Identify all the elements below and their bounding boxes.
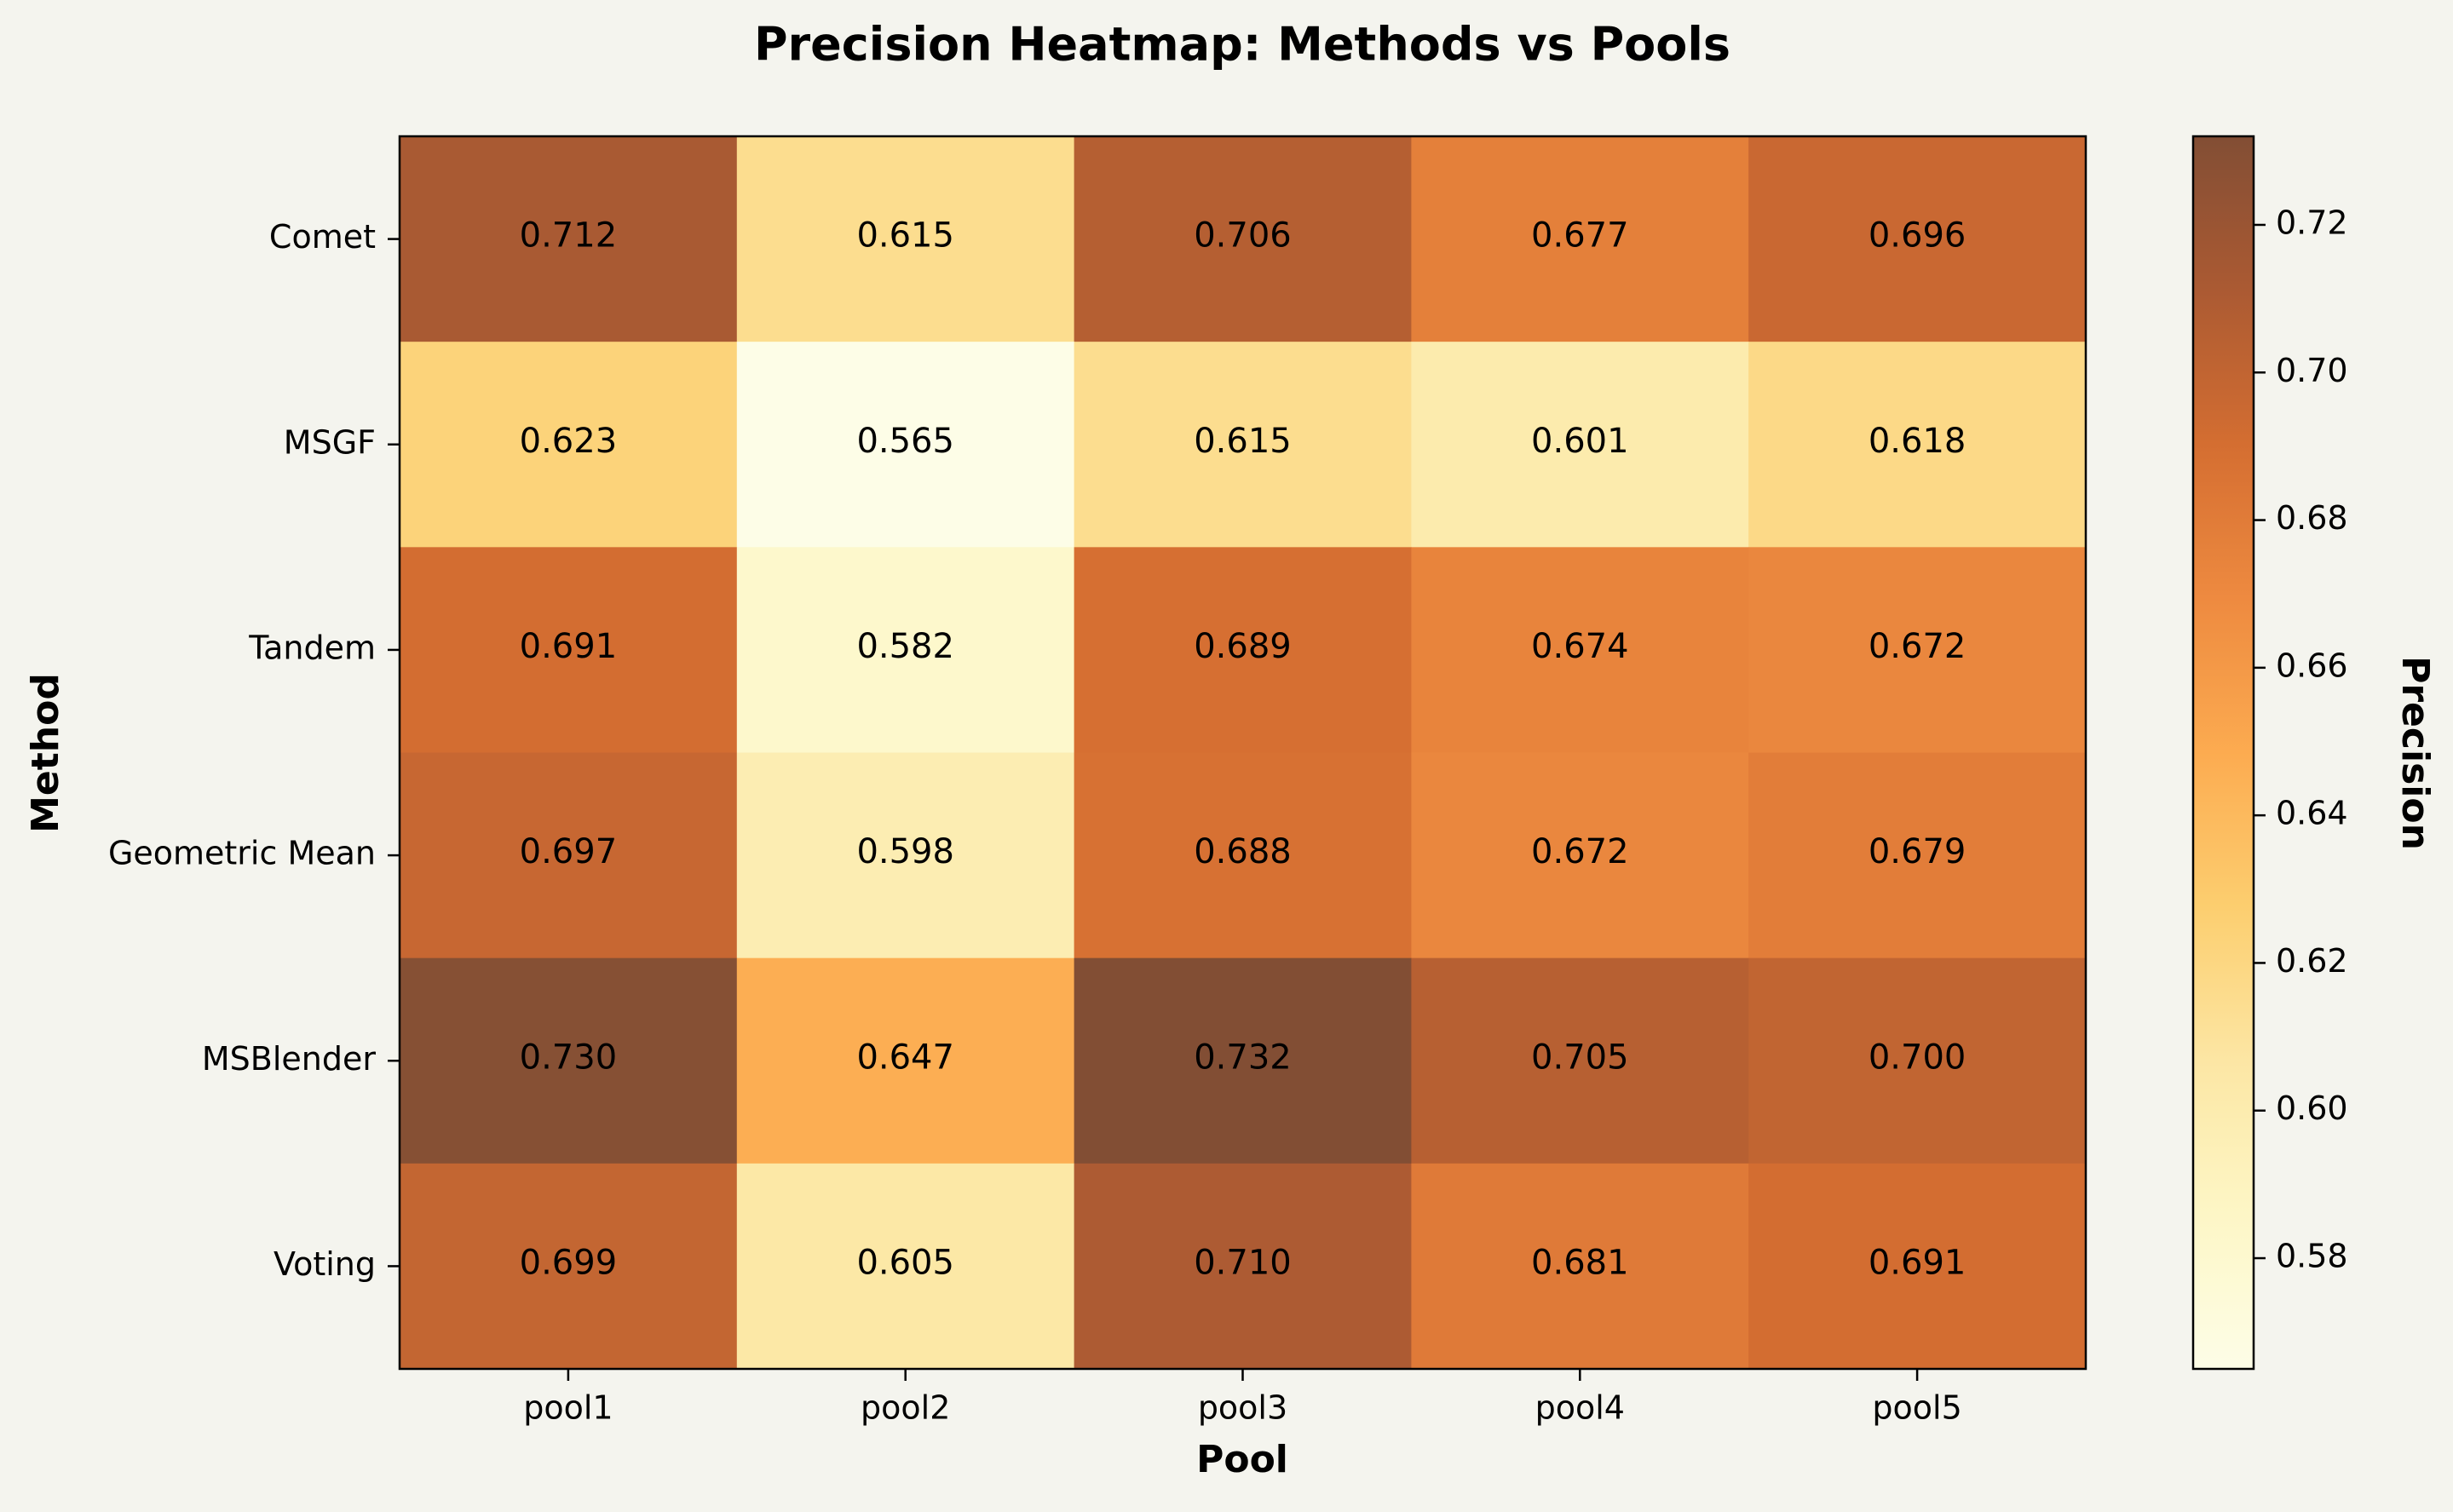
heatmap-cell <box>1748 547 2087 753</box>
heatmap-cell <box>1074 547 1412 753</box>
y-tick-label: Tandem <box>248 629 376 666</box>
x-tick-label: pool3 <box>1198 1389 1287 1427</box>
cell-value-label: 0.688 <box>1194 832 1292 871</box>
heatmap-cell <box>1411 136 1749 342</box>
y-axis: Comet MSGF Tandem Geometric Mean MSBlender Vo… <box>108 218 400 1283</box>
x-tick-label: pool2 <box>861 1389 950 1427</box>
heatmap-cell <box>400 547 738 753</box>
chart-title: Precision Heatmap: Methods vs Pools <box>754 18 1730 72</box>
cell-value-label: 0.565 <box>856 422 954 461</box>
x-axis-label: Pool <box>1196 1438 1288 1481</box>
x-tick-label: pool4 <box>1535 1389 1625 1427</box>
y-tick-label: MSBlender <box>202 1040 376 1078</box>
cell-value-label: 0.672 <box>1531 832 1629 871</box>
cell-value-label: 0.618 <box>1869 422 1966 461</box>
cell-value-label: 0.691 <box>1869 1243 1966 1282</box>
cell-value-label: 0.691 <box>520 627 618 666</box>
heatmap-cell <box>736 752 1075 959</box>
cell-value-label: 0.674 <box>1531 627 1629 666</box>
cell-value-label: 0.601 <box>1531 422 1629 461</box>
heatmap-cell <box>1411 547 1749 753</box>
cell-value-label: 0.615 <box>856 216 954 256</box>
cell-value-label: 0.697 <box>520 832 618 871</box>
heatmap-cell <box>1748 752 2087 959</box>
heatmap-cell <box>736 547 1075 753</box>
heatmap-cell <box>1411 342 1749 548</box>
colorbar-tick-label: 0.64 <box>2276 795 2348 832</box>
colorbar: 0.58 0.60 0.62 0.64 0.66 0.68 0.70 0.72 <box>2191 135 2348 1371</box>
cell-value-label: 0.672 <box>1869 627 1966 666</box>
cell-value-label: 0.705 <box>1531 1038 1629 1077</box>
cell-value-label: 0.615 <box>1194 422 1292 461</box>
heatmap-cell <box>1074 1163 1412 1370</box>
cell-value-label: 0.679 <box>1869 832 1966 871</box>
heatmap-cell <box>736 342 1075 548</box>
heatmap-cell <box>1748 957 2087 1164</box>
cell-value-label: 0.605 <box>856 1243 954 1282</box>
heatmap-cells <box>400 136 2087 1370</box>
cell-value-label: 0.706 <box>1194 216 1292 256</box>
y-tick-label: MSGF <box>284 423 376 461</box>
cell-value-label: 0.677 <box>1531 216 1629 256</box>
cell-value-label: 0.647 <box>856 1038 954 1077</box>
colorbar-tick-label: 0.72 <box>2276 204 2348 241</box>
heatmap-cell <box>1411 957 1749 1164</box>
cell-value-label: 0.582 <box>856 627 954 666</box>
heatmap-cell <box>400 957 738 1164</box>
colorbar-tick-label: 0.70 <box>2276 352 2348 389</box>
colorbar-gradient-bar <box>2191 135 2255 1371</box>
heatmap-cell-labels: 0.712 0.615 0.706 0.677 0.696 0.623 0.565 0.615… <box>520 216 1966 1283</box>
heatmap-cell <box>400 1163 738 1370</box>
heatmap-cell <box>400 342 738 548</box>
cell-value-label: 0.700 <box>1869 1038 1966 1077</box>
cell-value-label: 0.732 <box>1194 1038 1292 1077</box>
y-axis-label: Method <box>24 673 67 833</box>
colorbar-tick-label: 0.66 <box>2276 647 2348 684</box>
colorbar-label: Precision <box>2393 656 2437 850</box>
y-tick-label: Geometric Mean <box>108 835 376 872</box>
colorbar-tick-label: 0.58 <box>2276 1238 2348 1275</box>
heatmap-cell <box>1748 136 2087 342</box>
heatmap-cell <box>1748 342 2087 548</box>
x-tick-label: pool1 <box>523 1389 613 1427</box>
heatmap-cell <box>1411 1163 1749 1370</box>
cell-value-label: 0.730 <box>520 1038 618 1077</box>
colorbar-ticks: 0.58 0.60 0.62 0.64 0.66 0.68 0.70 0.72 <box>2254 204 2348 1275</box>
heatmap-cell <box>400 752 738 959</box>
cell-value-label: 0.689 <box>1194 627 1292 666</box>
heatmap-cell <box>1074 342 1412 548</box>
heatmap-cell <box>1411 752 1749 959</box>
heatmap-cell <box>736 957 1075 1164</box>
heatmap-cell <box>400 136 738 342</box>
colorbar-tick-label: 0.62 <box>2276 942 2348 980</box>
colorbar-tick-label: 0.68 <box>2276 499 2348 537</box>
heatmap-cell <box>1748 1163 2087 1370</box>
colorbar-tick-label: 0.60 <box>2276 1089 2348 1127</box>
cell-value-label: 0.710 <box>1194 1243 1292 1282</box>
x-tick-label: pool5 <box>1872 1389 1961 1427</box>
cell-value-label: 0.696 <box>1869 216 1966 256</box>
heatmap-cell <box>1074 136 1412 342</box>
heatmap-cell <box>1074 957 1412 1164</box>
y-tick-label: Voting <box>274 1245 376 1283</box>
cell-value-label: 0.623 <box>520 422 618 461</box>
heatmap-cell <box>1074 752 1412 959</box>
y-tick-label: Comet <box>269 218 376 256</box>
cell-value-label: 0.681 <box>1531 1243 1629 1282</box>
heatmap-cell <box>736 1163 1075 1370</box>
heatmap-cell <box>736 136 1075 342</box>
x-axis: pool1 pool2 pool3 pool4 pool5 <box>523 1369 1962 1427</box>
cell-value-label: 0.699 <box>520 1243 618 1282</box>
cell-value-label: 0.712 <box>520 216 618 256</box>
cell-value-label: 0.598 <box>856 832 954 871</box>
